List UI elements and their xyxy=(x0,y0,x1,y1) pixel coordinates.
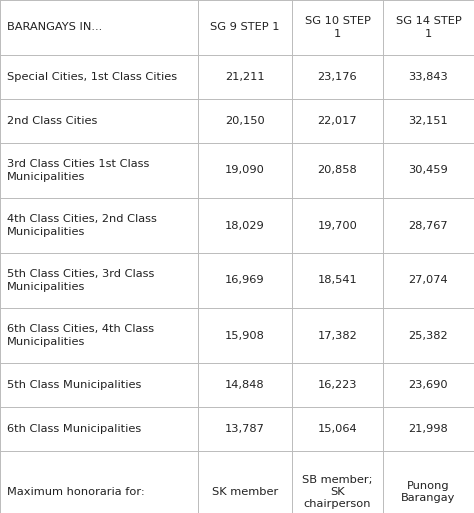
Text: 21,211: 21,211 xyxy=(225,72,265,82)
Text: 22,017: 22,017 xyxy=(318,116,357,126)
Text: 20,150: 20,150 xyxy=(225,116,265,126)
Text: 6th Class Cities, 4th Class
Municipalities: 6th Class Cities, 4th Class Municipaliti… xyxy=(7,324,154,347)
Text: 5th Class Municipalities: 5th Class Municipalities xyxy=(7,380,141,390)
Text: 16,969: 16,969 xyxy=(225,275,265,286)
Text: 15,908: 15,908 xyxy=(225,330,265,341)
Text: 23,176: 23,176 xyxy=(318,72,357,82)
Text: SB member;
SK
chairperson: SB member; SK chairperson xyxy=(302,475,373,509)
Text: BARANGAYS IN...: BARANGAYS IN... xyxy=(7,23,102,32)
Text: 4th Class Cities, 2nd Class
Municipalities: 4th Class Cities, 2nd Class Municipaliti… xyxy=(7,214,157,236)
Text: 6th Class Municipalities: 6th Class Municipalities xyxy=(7,424,141,434)
Text: SG 14 STEP
1: SG 14 STEP 1 xyxy=(396,16,461,38)
Text: SG 10 STEP
1: SG 10 STEP 1 xyxy=(305,16,371,38)
Text: 18,029: 18,029 xyxy=(225,221,265,230)
Text: Punong
Barangay: Punong Barangay xyxy=(401,481,456,503)
Text: 28,767: 28,767 xyxy=(409,221,448,230)
Text: 17,382: 17,382 xyxy=(318,330,357,341)
Text: 19,090: 19,090 xyxy=(225,166,265,175)
Text: 27,074: 27,074 xyxy=(409,275,448,286)
Text: SK member: SK member xyxy=(212,487,278,497)
Text: 5th Class Cities, 3rd Class
Municipalities: 5th Class Cities, 3rd Class Municipaliti… xyxy=(7,269,155,292)
Text: 16,223: 16,223 xyxy=(318,380,357,390)
Text: 13,787: 13,787 xyxy=(225,424,265,434)
Text: Maximum honoraria for:: Maximum honoraria for: xyxy=(7,487,145,497)
Text: Special Cities, 1st Class Cities: Special Cities, 1st Class Cities xyxy=(7,72,177,82)
Text: 15,064: 15,064 xyxy=(318,424,357,434)
Text: 25,382: 25,382 xyxy=(409,330,448,341)
Text: 32,151: 32,151 xyxy=(409,116,448,126)
Text: 33,843: 33,843 xyxy=(409,72,448,82)
Text: 20,858: 20,858 xyxy=(318,166,357,175)
Text: 23,690: 23,690 xyxy=(409,380,448,390)
Text: 18,541: 18,541 xyxy=(318,275,357,286)
Text: 14,848: 14,848 xyxy=(225,380,265,390)
Text: 19,700: 19,700 xyxy=(318,221,357,230)
Text: 30,459: 30,459 xyxy=(409,166,448,175)
Text: 2nd Class Cities: 2nd Class Cities xyxy=(7,116,97,126)
Text: SG 9 STEP 1: SG 9 STEP 1 xyxy=(210,23,280,32)
Text: 21,998: 21,998 xyxy=(409,424,448,434)
Text: 3rd Class Cities 1st Class
Municipalities: 3rd Class Cities 1st Class Municipalitie… xyxy=(7,160,149,182)
